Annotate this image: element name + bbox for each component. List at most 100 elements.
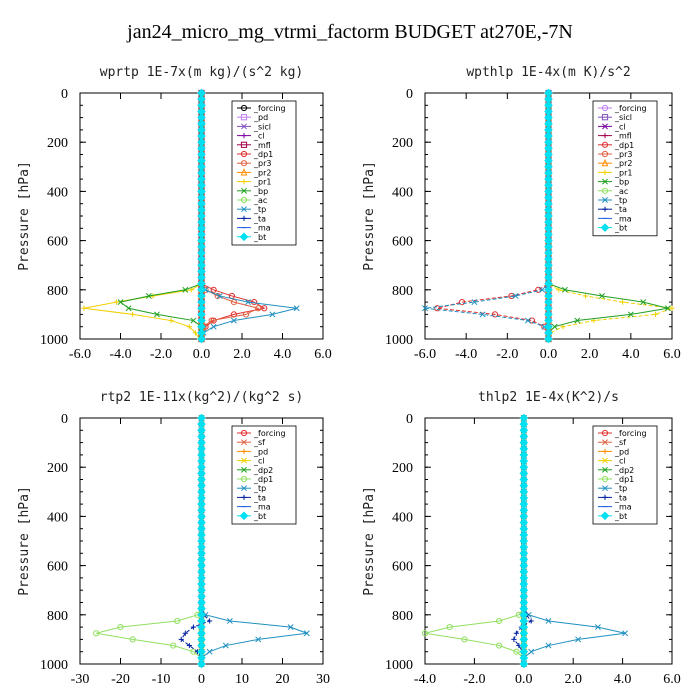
legend-entry: _bt bbox=[614, 224, 627, 233]
legend-entry: _cl bbox=[614, 457, 626, 466]
legend-entry: _pr1 bbox=[253, 178, 271, 187]
legend-entry: _forcing bbox=[614, 429, 647, 438]
legend-swatch-marker bbox=[602, 439, 608, 446]
series-point bbox=[513, 630, 519, 636]
legend-entry: _forcing bbox=[614, 104, 647, 113]
y-tick-label: 800 bbox=[47, 609, 68, 624]
series-bt bbox=[197, 88, 206, 344]
x-tick-label: -2.0 bbox=[463, 672, 485, 687]
series-line bbox=[548, 93, 673, 340]
y-tick-label: 800 bbox=[392, 609, 413, 624]
x-tick-label: -2.0 bbox=[150, 347, 172, 362]
legend-swatch-marker bbox=[601, 187, 609, 194]
series-point bbox=[496, 617, 503, 625]
series-point bbox=[210, 286, 217, 293]
x-tick-label: -20 bbox=[111, 672, 130, 687]
legend-entry: _pd bbox=[614, 447, 629, 456]
series-point bbox=[551, 323, 558, 330]
series-point bbox=[511, 636, 517, 642]
legend-swatch-marker bbox=[240, 160, 248, 167]
legend-swatch-marker bbox=[602, 169, 608, 175]
series-point bbox=[620, 299, 626, 305]
legend-entry: _ma bbox=[614, 503, 632, 512]
panel-title: rtp2 1E-11x(kg^2)/(kg^2 s) bbox=[100, 390, 304, 405]
legend-entry: _sicl bbox=[253, 122, 271, 131]
legend-swatch-marker bbox=[602, 494, 608, 500]
legend-entry: _forcing bbox=[253, 104, 286, 113]
legend-swatch-marker bbox=[602, 123, 608, 130]
figure-title: jan24_micro_mg_vtrmi_factorm BUDGET at27… bbox=[126, 21, 573, 43]
series-point bbox=[524, 317, 531, 324]
series-point bbox=[528, 618, 534, 624]
x-tick-label: 4.0 bbox=[622, 347, 640, 362]
legend-entry: _mfl bbox=[614, 132, 632, 141]
y-tick-label: 1000 bbox=[385, 658, 413, 673]
legend-swatch-marker bbox=[601, 475, 609, 483]
legend-entry: _ac bbox=[253, 196, 267, 205]
x-tick-label: 10 bbox=[235, 672, 249, 687]
series-point bbox=[461, 636, 468, 643]
legend-swatch-marker bbox=[241, 123, 247, 130]
legend-swatch-marker bbox=[241, 448, 247, 454]
legend-swatch-marker bbox=[239, 232, 249, 242]
series-point bbox=[93, 630, 100, 637]
legend-entry: _dp2 bbox=[253, 466, 273, 475]
series-point bbox=[261, 305, 268, 312]
legend-swatch-marker bbox=[241, 494, 247, 500]
legend-swatch-marker bbox=[240, 114, 248, 121]
series-point bbox=[113, 299, 120, 305]
series-point bbox=[192, 330, 199, 336]
legend-entry: _cl bbox=[253, 457, 265, 466]
legend-swatch-marker bbox=[602, 206, 608, 212]
series-bt bbox=[519, 413, 529, 669]
legend-entry: _pd bbox=[253, 113, 268, 122]
x-tick-label: -6.0 bbox=[69, 347, 91, 362]
x-tick-label: -4.0 bbox=[455, 347, 477, 362]
legend-swatch-marker bbox=[241, 457, 247, 464]
series-bt bbox=[197, 413, 206, 669]
legend-entry: _dp2 bbox=[614, 466, 634, 475]
series-point bbox=[145, 292, 152, 299]
series-point bbox=[210, 323, 217, 330]
series-point bbox=[519, 659, 529, 669]
y-tick-label: 400 bbox=[392, 510, 413, 525]
series-point bbox=[574, 317, 581, 324]
series-point bbox=[230, 317, 237, 324]
legend-entry: _ma bbox=[253, 503, 271, 512]
y-tick-label: 0 bbox=[406, 87, 413, 102]
series-point bbox=[207, 618, 213, 624]
x-tick-label: 2.0 bbox=[581, 347, 599, 362]
series-point bbox=[170, 642, 177, 649]
y-tick-label: 400 bbox=[47, 510, 68, 525]
series-point bbox=[255, 305, 262, 312]
series-point bbox=[216, 292, 223, 299]
series-point bbox=[182, 286, 189, 293]
series-point bbox=[125, 305, 132, 312]
series-point bbox=[544, 334, 553, 344]
legend-entry: _forcing bbox=[253, 429, 286, 438]
legend-entry: _cl bbox=[253, 132, 265, 141]
legend-entry: _bt bbox=[253, 233, 266, 242]
x-tick-label: 20 bbox=[276, 672, 290, 687]
series-point bbox=[178, 636, 184, 642]
legend-swatch-marker bbox=[601, 141, 609, 148]
series-point bbox=[186, 324, 192, 330]
legend-entry: _pr3 bbox=[614, 150, 632, 159]
x-tick-label: 0.0 bbox=[193, 347, 211, 362]
panel-title: wprtp 1E-7x(m kg)/(s^2 kg) bbox=[100, 65, 304, 80]
y-tick-label: 800 bbox=[47, 284, 68, 299]
y-tick-label: 1000 bbox=[385, 333, 413, 348]
series-point bbox=[182, 630, 188, 636]
x-tick-label: 4.0 bbox=[614, 672, 632, 687]
series-tp bbox=[422, 90, 552, 342]
chart-panels: wprtp 1E-7x(m kg)/(s^2 kg) Pressure [hPa]… bbox=[17, 65, 681, 687]
series-point bbox=[528, 648, 535, 655]
series-point bbox=[245, 299, 252, 306]
x-tick-label: -10 bbox=[152, 672, 171, 687]
legend-entry: _ta bbox=[253, 493, 266, 502]
y-tick-label: 600 bbox=[392, 560, 413, 575]
series-bt bbox=[544, 88, 553, 344]
series-point bbox=[582, 293, 589, 299]
panel-title: thlp2 1E-4x(K^2)/s bbox=[478, 390, 619, 405]
